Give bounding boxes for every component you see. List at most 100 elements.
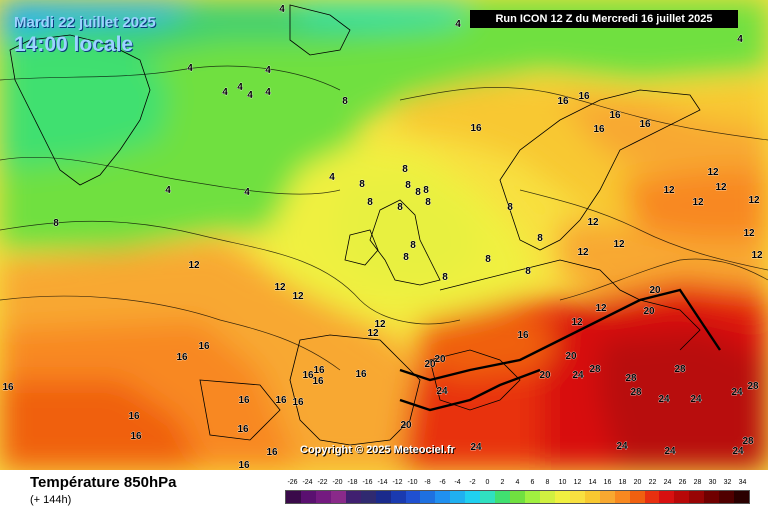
- isotherm-value-label: 12: [374, 319, 386, 330]
- isotherm-value-label: 16: [237, 424, 249, 435]
- isotherm-value-label: 28: [625, 373, 637, 384]
- isotherm-value-label: 12: [715, 182, 727, 193]
- legend-tick-label: 24: [663, 479, 672, 486]
- forecast-date: Mardi 22 juillet 2025: [14, 14, 156, 31]
- color-swatch: [495, 491, 511, 503]
- isotherm-value-label: 24: [572, 370, 584, 381]
- isotherm-value-label: 16: [557, 96, 569, 107]
- legend-tick-label: 30: [708, 479, 717, 486]
- isotherm-value-label: 16: [130, 431, 142, 442]
- coastlines: [9, 4, 701, 446]
- model-run-info: Run ICON 12 Z du Mercredi 16 juillet 202…: [470, 10, 738, 28]
- color-swatch: [525, 491, 540, 503]
- color-swatch: [674, 491, 690, 503]
- color-swatch: [599, 491, 615, 503]
- isotherm-value-label: 24: [690, 394, 702, 405]
- legend-tick-label: -26: [287, 479, 298, 486]
- isotherm-value-label: 16: [578, 91, 590, 102]
- isotherms: [0, 65, 768, 371]
- legend-bar: Température 850hPa (+ 144h) -26 -24 -22 -20…: [0, 470, 768, 512]
- legend-tick-label: 8: [545, 479, 550, 486]
- legend-tick-label: 22: [648, 479, 657, 486]
- legend-tick-label: -18: [347, 479, 358, 486]
- isotherm-value-label: 20: [424, 359, 436, 370]
- isotherm-value-label: 20: [434, 354, 446, 365]
- isotherm-value-label: 12: [663, 185, 675, 196]
- color-swatch: [286, 491, 301, 503]
- isotherm-value-label: 20: [643, 306, 655, 317]
- legend-tick-label: 34: [738, 479, 747, 486]
- legend-tick-label: 0: [485, 479, 490, 486]
- isotherm-value-label: 12: [595, 303, 607, 314]
- forecast-lead: (+ 144h): [30, 494, 72, 506]
- isotherm-value-label: 16: [198, 341, 210, 352]
- legend-tick-label: 16: [603, 479, 612, 486]
- legend-tick-label: -10: [407, 479, 418, 486]
- color-swatch: [659, 491, 675, 503]
- legend-tick-label: -8: [424, 479, 431, 486]
- legend-tick-label: 10: [558, 479, 567, 486]
- isotherm-value-label: 8: [485, 254, 491, 265]
- color-swatch: [345, 491, 361, 503]
- isotherm-value-label: 8: [342, 96, 348, 107]
- isotherm-value-label: 12: [274, 282, 286, 293]
- legend-tick-label: 20: [633, 479, 642, 486]
- isotherm-value-label: 16: [275, 395, 287, 406]
- color-swatch: [375, 491, 391, 503]
- legend-tick-label: 12: [573, 479, 582, 486]
- isotherm-value-label: 24: [731, 387, 743, 398]
- color-swatch: [480, 491, 496, 503]
- isotherm-value-label: 8: [403, 252, 409, 263]
- isotherm-value-label: 24: [664, 446, 676, 457]
- isotherm-value-label: 16: [128, 411, 140, 422]
- isotherm-value-label: 8: [425, 197, 431, 208]
- legend-tick-label: -20: [332, 479, 343, 486]
- isotherm-value-label: 12: [748, 195, 760, 206]
- isotherm-value-label: 16: [313, 365, 325, 376]
- legend-tick-label: -12: [392, 479, 403, 486]
- isotherm-value-label: 12: [367, 328, 379, 339]
- color-swatch: [465, 491, 481, 503]
- isotherm-value-label: 16: [176, 352, 188, 363]
- legend-tick-label: 6: [530, 479, 535, 486]
- isotherm-value-label: 4: [244, 187, 250, 198]
- color-swatch: [420, 491, 436, 503]
- isotherm-value-label: 16: [517, 330, 529, 341]
- color-swatch: [704, 491, 720, 503]
- color-swatch: [584, 491, 600, 503]
- isotherm-value-label: 4: [222, 87, 228, 98]
- isotherm-value-label: 12: [743, 228, 755, 239]
- isotherm-value-label: 28: [630, 387, 642, 398]
- legend-tick-label: -4: [454, 479, 461, 486]
- isotherm-value-label: 8: [367, 197, 373, 208]
- color-swatch: [539, 491, 555, 503]
- color-swatch: [405, 491, 421, 503]
- isotherm-value-label: 16: [593, 124, 605, 135]
- isotherm-value-label: 12: [587, 217, 599, 228]
- isotherm-value-label: 16: [312, 376, 324, 387]
- isotherm-value-label: 16: [2, 382, 14, 393]
- isotherm-value-label: 28: [742, 436, 754, 447]
- isotherm-value-label: 8: [415, 187, 421, 198]
- legend-tick-label: -24: [302, 479, 313, 486]
- copyright-text: Copyright © 2025 Meteociel.fr: [300, 444, 455, 456]
- isotherm-value-label: 4: [265, 87, 271, 98]
- isotherm-value-label: 16: [292, 397, 304, 408]
- isotherm-value-label: 16: [238, 395, 250, 406]
- legend-tick-label: -14: [377, 479, 388, 486]
- isotherm-value-label: 4: [279, 4, 285, 15]
- color-swatch: [315, 491, 331, 503]
- isotherm-value-label: 12: [571, 317, 583, 328]
- color-swatch: [614, 491, 630, 503]
- color-swatch: [629, 491, 645, 503]
- legend-tick-label: -6: [439, 479, 446, 486]
- isotherm-value-label: 28: [747, 381, 759, 392]
- isotherm-value-label: 24: [616, 441, 628, 452]
- isotherm-value-label: 16: [639, 119, 651, 130]
- isotherm-value-label: 16: [302, 370, 314, 381]
- isotherm-value-label: 4: [265, 65, 271, 76]
- color-swatch: [360, 491, 376, 503]
- isotherm-value-label: 12: [751, 250, 763, 261]
